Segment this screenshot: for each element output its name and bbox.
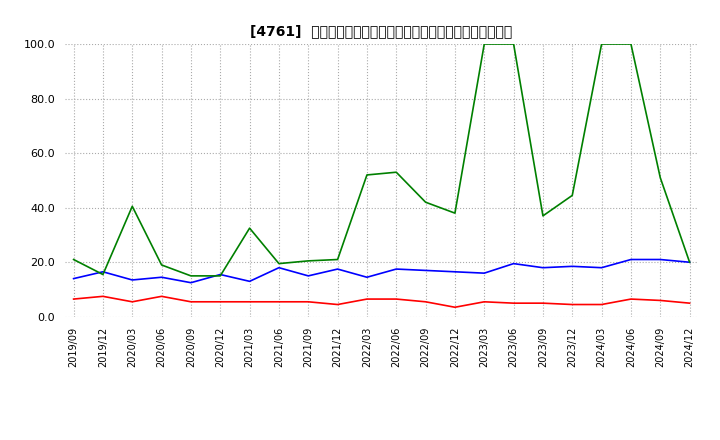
Line: 買入債務回転率: 買入債務回転率: [73, 260, 690, 282]
買入債務回転率: [128, 277, 137, 282]
売上債権回転率: [451, 304, 459, 310]
在庫回転率: [656, 175, 665, 180]
売上債権回転率: [186, 299, 195, 304]
売上債権回転率: [333, 302, 342, 307]
在庫回転率: [216, 273, 225, 279]
Line: 売上債権回転率: 売上債権回転率: [73, 297, 690, 307]
買入債務回転率: [186, 280, 195, 285]
売上債権回転率: [99, 294, 107, 299]
買入債務回転率: [539, 265, 547, 270]
売上債権回転率: [509, 301, 518, 306]
在庫回転率: [246, 225, 254, 231]
買入債務回転率: [99, 269, 107, 275]
買入債務回転率: [157, 275, 166, 280]
買入債務回転率: [685, 260, 694, 265]
買入債務回転率: [421, 268, 430, 273]
売上債権回転率: [598, 302, 606, 307]
買入債務回転率: [363, 275, 372, 280]
売上債権回転率: [216, 299, 225, 304]
在庫回転率: [363, 172, 372, 178]
買入債務回転率: [626, 257, 635, 262]
在庫回転率: [626, 41, 635, 47]
買入債務回転率: [451, 269, 459, 275]
買入債務回転率: [69, 276, 78, 281]
買入債務回転率: [509, 261, 518, 266]
在庫回転率: [69, 257, 78, 262]
売上債権回転率: [421, 299, 430, 304]
売上債権回転率: [626, 297, 635, 302]
在庫回転率: [392, 169, 400, 175]
在庫回転率: [421, 200, 430, 205]
在庫回転率: [685, 260, 694, 265]
売上債権回転率: [363, 297, 372, 302]
売上債権回転率: [568, 302, 577, 307]
売上債権回転率: [304, 299, 312, 304]
買入債務回転率: [274, 265, 283, 270]
買入債務回転率: [304, 273, 312, 279]
在庫回転率: [157, 262, 166, 268]
売上債権回転率: [539, 301, 547, 306]
Title: [4761]  売上債権回転率、買入債務回転率、在庫回転率の推移: [4761] 売上債権回転率、買入債務回転率、在庫回転率の推移: [251, 25, 513, 39]
在庫回転率: [598, 41, 606, 47]
売上債権回転率: [656, 298, 665, 303]
買入債務回転率: [216, 272, 225, 277]
在庫回転率: [480, 41, 489, 47]
在庫回転率: [333, 257, 342, 262]
在庫回転率: [568, 193, 577, 198]
買入債務回転率: [656, 257, 665, 262]
買入債務回転率: [598, 265, 606, 270]
売上債権回転率: [157, 294, 166, 299]
在庫回転率: [539, 213, 547, 219]
売上債権回転率: [274, 299, 283, 304]
売上債権回転率: [480, 299, 489, 304]
売上債権回転率: [392, 297, 400, 302]
在庫回転率: [274, 261, 283, 266]
売上債権回転率: [69, 297, 78, 302]
売上債権回転率: [685, 301, 694, 306]
買入債務回転率: [392, 266, 400, 271]
買入債務回転率: [246, 279, 254, 284]
在庫回転率: [451, 210, 459, 216]
在庫回転率: [304, 258, 312, 264]
在庫回転率: [509, 41, 518, 47]
売上債権回転率: [128, 299, 137, 304]
買入債務回転率: [568, 264, 577, 269]
在庫回転率: [99, 272, 107, 277]
買入債務回転率: [333, 266, 342, 271]
Line: 在庫回転率: 在庫回転率: [73, 44, 690, 276]
在庫回転率: [186, 273, 195, 279]
買入債務回転率: [480, 271, 489, 276]
売上債権回転率: [246, 299, 254, 304]
在庫回転率: [128, 204, 137, 209]
